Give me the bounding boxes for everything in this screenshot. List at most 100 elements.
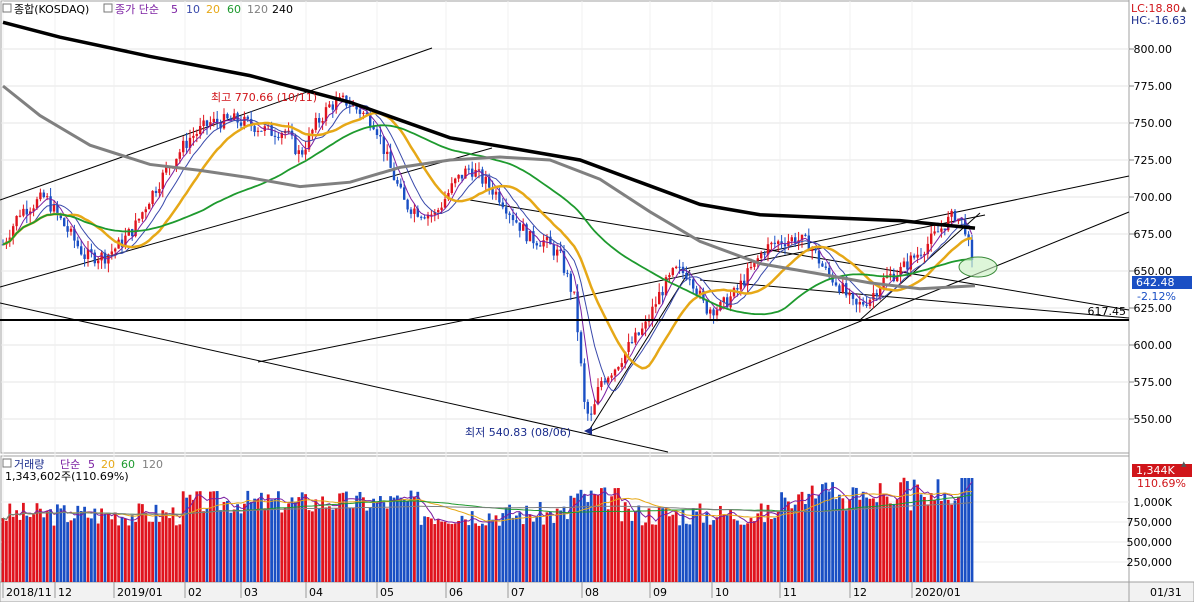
volume-bar [11, 516, 15, 582]
volume-ma-title: 단순 [60, 458, 80, 471]
candle-down [358, 109, 362, 114]
volume-checkbox[interactable] [2, 458, 12, 468]
candle-down [562, 251, 566, 273]
volume-bar [113, 512, 117, 582]
volume-bar [967, 478, 970, 582]
volume-bar [712, 520, 715, 582]
candle-down [460, 174, 464, 179]
candle-up [811, 248, 814, 252]
candle-up [69, 228, 73, 232]
volume-bar [698, 503, 702, 582]
candle-up [573, 291, 576, 293]
candle-up [634, 332, 637, 343]
volume-bar [338, 493, 341, 582]
candle-down [409, 209, 413, 214]
volume-bar [878, 483, 882, 582]
volume-bar [766, 504, 770, 582]
volume-bar [637, 505, 641, 582]
date-tick-label: 2020/01 [915, 586, 961, 599]
candle-down [226, 114, 229, 119]
candle-down [590, 413, 593, 415]
volume-bar [844, 510, 848, 582]
volume-bar [222, 502, 226, 582]
candle-down [423, 217, 426, 219]
candle-up [770, 242, 773, 245]
volume-bar [158, 521, 161, 582]
candle-down [726, 297, 729, 308]
volume-bar [678, 525, 681, 582]
volume-bar [749, 518, 753, 582]
candle-up [209, 122, 212, 127]
candle-up [484, 176, 487, 184]
volume-bar [562, 506, 566, 582]
volume-bar [885, 496, 889, 582]
volume-bar [232, 509, 236, 582]
volume-bar [440, 521, 443, 582]
candle-up [790, 237, 793, 242]
volume-bar [719, 505, 722, 582]
volume-bar [776, 511, 780, 582]
candle-down [375, 129, 379, 136]
candle-up [889, 273, 892, 276]
volume-bar [62, 505, 66, 582]
volume-bar [130, 515, 134, 582]
date-tick-label: 07 [511, 586, 525, 599]
ma-checkbox[interactable] [103, 3, 113, 13]
candle-down [365, 112, 368, 115]
volume-bar [39, 508, 42, 582]
volume-bar [409, 490, 413, 582]
volume-bar [147, 521, 151, 582]
volume-bar [729, 509, 732, 582]
volume-bar [487, 513, 491, 582]
volume-bar [79, 511, 83, 582]
volume-bar [593, 494, 596, 582]
volume-bar [895, 499, 899, 582]
candle-up [233, 113, 236, 121]
volume-bar [69, 520, 73, 582]
volume-bar [212, 491, 216, 582]
candle-down [396, 180, 399, 184]
volume-bar [559, 510, 562, 582]
highlight-ellipse [958, 256, 998, 278]
volume-bar [518, 512, 522, 582]
volume-bar [236, 504, 239, 582]
current-price-tag [1132, 276, 1192, 289]
volume-bar [807, 493, 811, 582]
candle-up [654, 304, 657, 307]
candle-up [134, 220, 137, 237]
ma10-line [2, 103, 973, 392]
candle-up [651, 306, 654, 321]
volume-bar [617, 487, 620, 582]
volume-scroll-icon[interactable]: ▴ [1181, 457, 1187, 470]
scroll-up-icon[interactable]: ▴ [1181, 2, 1187, 15]
current-volume: 1,344K [1136, 464, 1175, 477]
candle-down [943, 228, 946, 231]
volume-bar [647, 508, 651, 582]
date-tick-label: 2018/11 [6, 586, 52, 599]
ma120-line [2, 84, 976, 291]
date-tick-label: 08 [585, 586, 599, 599]
volume-bar [433, 524, 437, 582]
candle-down [807, 235, 810, 252]
legend-checkbox[interactable] [2, 3, 12, 13]
candle-up [930, 233, 933, 244]
volume-bar [858, 499, 862, 582]
volume-bar [416, 491, 420, 582]
candle-down [90, 249, 93, 253]
candle-up [766, 244, 770, 255]
volume-bar [229, 512, 233, 582]
volume-bar [521, 524, 525, 582]
candle-up [362, 112, 365, 114]
price-tick-label: 575.00 [1134, 376, 1173, 389]
volume-bar [746, 523, 749, 582]
volume-bar [940, 500, 943, 582]
volume-bar [763, 522, 766, 582]
x-axis-right-label: 01/31 [1150, 586, 1182, 599]
candle-up [926, 243, 929, 255]
trend-line-rebound [587, 269, 691, 433]
candle-down [906, 261, 909, 270]
volume-bar [389, 496, 392, 582]
volume-bar [627, 508, 630, 582]
candle-down [120, 239, 124, 248]
